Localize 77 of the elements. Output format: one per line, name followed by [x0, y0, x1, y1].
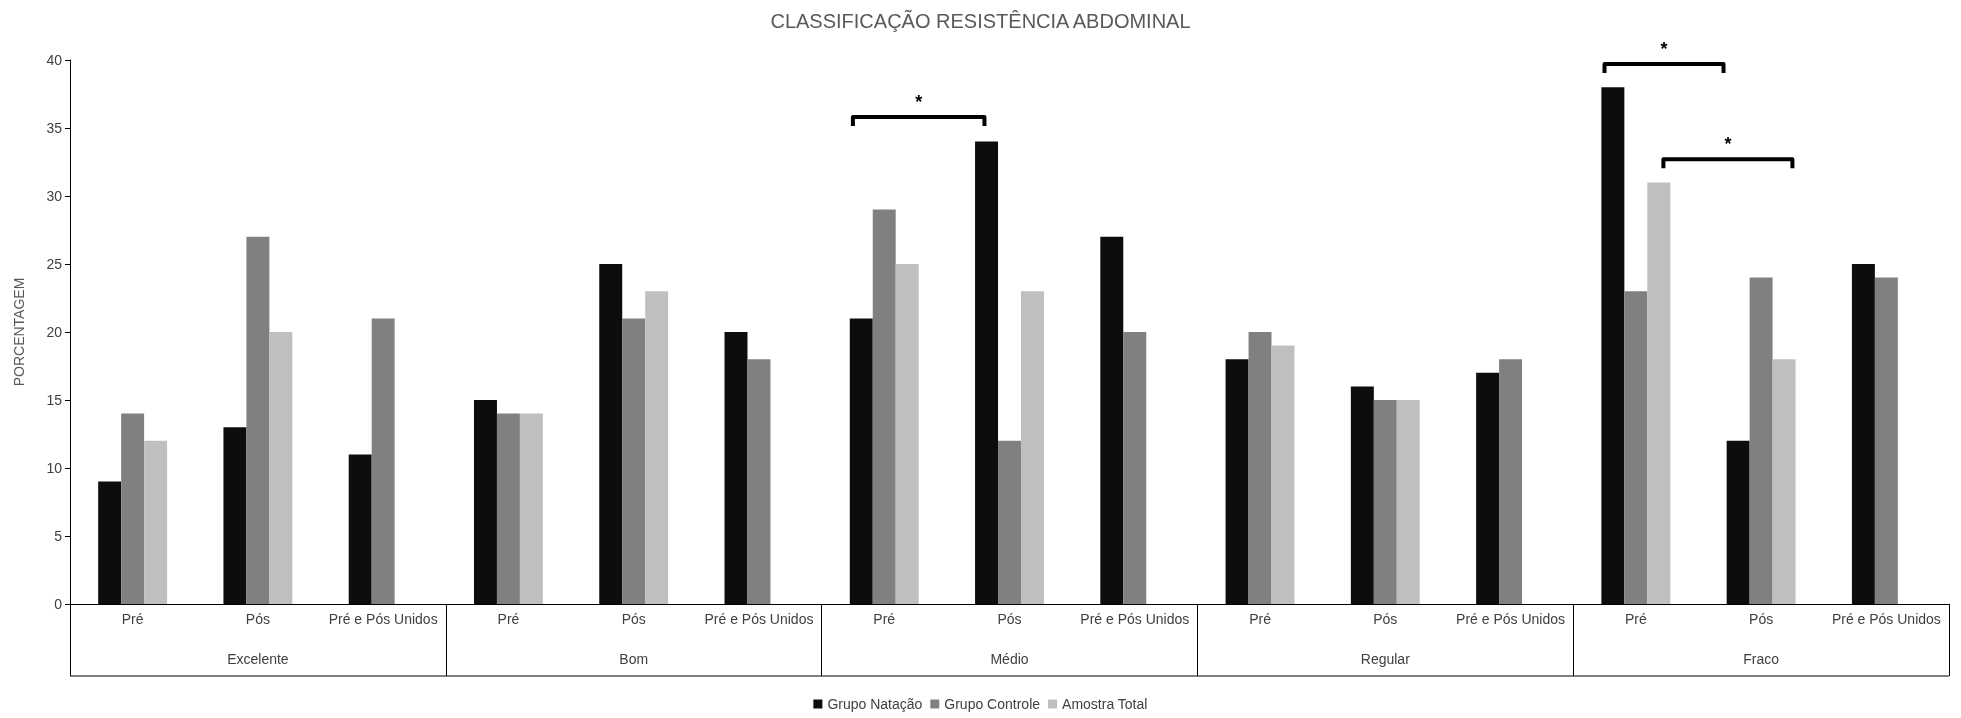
bar [1851, 264, 1875, 604]
bar [519, 413, 543, 604]
bar [849, 318, 873, 604]
x-tick-label: Pré e Pós Unidos [1080, 611, 1190, 627]
bar [246, 236, 270, 604]
x-tick-label: Pré e Pós Unidos [328, 611, 438, 627]
bar [1350, 386, 1374, 604]
bar [724, 332, 748, 604]
bar [1020, 291, 1044, 604]
y-tick-label: 20 [46, 324, 63, 340]
bar [645, 291, 669, 604]
bar [1726, 440, 1750, 604]
x-tick-label: Pré [1249, 611, 1272, 627]
legend-label: Grupo Controle [944, 696, 1041, 712]
y-tick-label: 0 [54, 596, 63, 612]
text: Regular [1360, 651, 1411, 667]
text: Médio [990, 651, 1029, 667]
y-tick-label: 40 [46, 52, 63, 68]
bar [747, 359, 771, 604]
bar [998, 440, 1021, 604]
bar [1499, 359, 1523, 604]
bar [1624, 291, 1648, 604]
x-tick-label: Pré e Pós Unidos [1831, 611, 1941, 627]
text: Bom [619, 651, 649, 667]
bar [1100, 236, 1124, 604]
bar [121, 413, 145, 604]
bar [1225, 359, 1249, 604]
legend-label: Grupo Natação [827, 696, 923, 712]
chart-title: CLASSIFICAÇÃO RESISTÊNCIA ABDOMINAL [770, 9, 1191, 32]
x-tick-label: Pré e Pós Unidos [704, 611, 814, 627]
y-tick-label: 15 [46, 392, 63, 408]
bar [473, 400, 497, 604]
bar [1271, 345, 1295, 604]
x-tick-label: Pré [497, 611, 520, 627]
x-tick-label: Pós [1749, 611, 1774, 627]
y-tick-label: 10 [46, 460, 63, 476]
bar [223, 427, 247, 604]
bar [1874, 277, 1898, 604]
y-tick-label: 30 [46, 188, 63, 204]
bar [895, 264, 919, 604]
bar [496, 413, 520, 604]
x-tick-label: Pós [621, 611, 646, 627]
y-tick-label: 5 [54, 528, 63, 544]
y-axis-title: PORCENTAGEM [11, 277, 27, 387]
bar [144, 440, 168, 604]
x-tick-label: Pós [997, 611, 1022, 627]
bar [872, 209, 896, 604]
annotation: * [1724, 134, 1732, 155]
bar [1248, 332, 1272, 604]
text: * [1660, 39, 1668, 60]
text: Excelente [227, 651, 289, 667]
bar [622, 318, 646, 604]
bar [1647, 182, 1671, 604]
x-tick-label: Pós [245, 611, 270, 627]
bar [1476, 372, 1500, 604]
annotation: * [915, 92, 923, 113]
bar [1123, 332, 1147, 604]
x-tick-label: Pós [1373, 611, 1398, 627]
bar [1601, 87, 1625, 604]
y-tick-label: 25 [46, 256, 63, 272]
x-tick-label: Pré e Pós Unidos [1456, 611, 1566, 627]
bar [269, 332, 293, 604]
bar [975, 141, 999, 604]
bar [371, 318, 395, 604]
bar [1772, 359, 1796, 604]
bar [1373, 400, 1397, 604]
legend-label: Amostra Total [1062, 696, 1148, 712]
x-tick-label: Pré [873, 611, 896, 627]
y-tick-label: 35 [46, 120, 63, 136]
x-tick-label: Pré [1624, 611, 1647, 627]
bar [348, 454, 372, 604]
bar [98, 481, 122, 604]
bar [1749, 277, 1773, 604]
bar [1396, 400, 1420, 604]
text: Fraco [1743, 651, 1780, 667]
bar [599, 264, 623, 604]
x-tick-label: Pré [121, 611, 144, 627]
